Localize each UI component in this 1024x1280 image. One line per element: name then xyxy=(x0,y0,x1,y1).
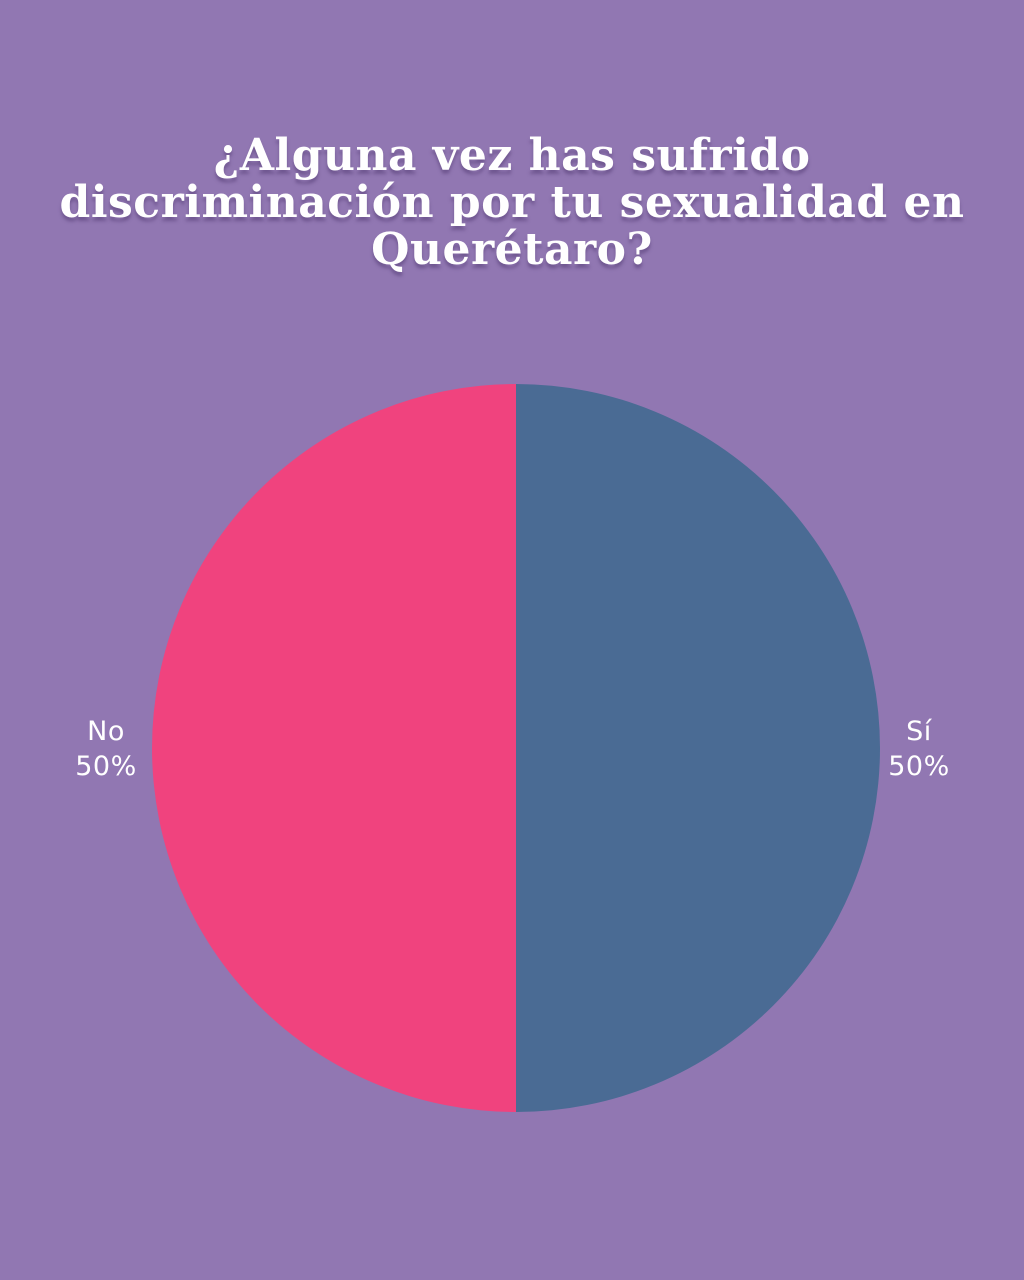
pie-label-no-name: No xyxy=(87,716,125,747)
pie-slice-si xyxy=(516,384,880,1112)
pie-label-no: No 50% xyxy=(36,714,176,784)
pie-chart xyxy=(152,384,880,1112)
chart-title-line-3: Querétaro? xyxy=(371,224,653,275)
pie-chart-area xyxy=(152,384,880,1112)
pie-label-si-percent: 50% xyxy=(888,751,950,782)
pie-label-si-name: Sí xyxy=(906,716,932,747)
chart-title-line-1: ¿Alguna vez has sufrido xyxy=(213,130,811,181)
chart-title-line-2: discriminación por tu sexualidad en xyxy=(59,177,965,228)
pie-slice-no xyxy=(152,384,516,1112)
chart-title: ¿Alguna vez has sufrido discriminación p… xyxy=(0,132,1024,273)
pie-label-si: Sí 50% xyxy=(849,714,989,784)
pie-label-no-percent: 50% xyxy=(75,751,137,782)
